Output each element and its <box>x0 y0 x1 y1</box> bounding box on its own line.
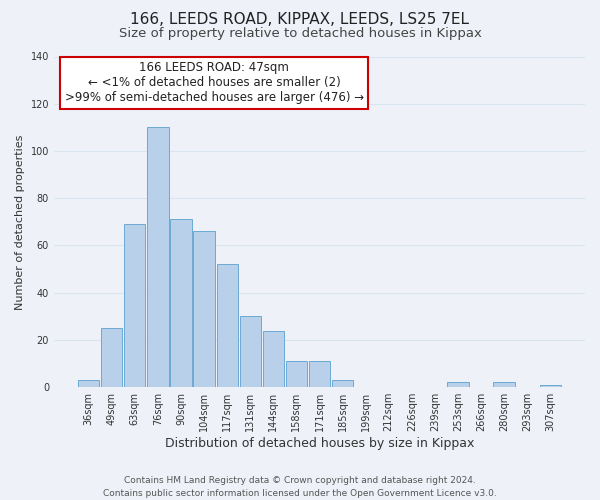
Bar <box>286 361 307 387</box>
Bar <box>147 128 169 387</box>
Bar <box>124 224 145 387</box>
Bar <box>239 316 261 387</box>
Bar <box>217 264 238 387</box>
Text: 166, LEEDS ROAD, KIPPAX, LEEDS, LS25 7EL: 166, LEEDS ROAD, KIPPAX, LEEDS, LS25 7EL <box>131 12 470 28</box>
Bar <box>448 382 469 387</box>
Bar <box>539 385 561 387</box>
Text: 166 LEEDS ROAD: 47sqm
← <1% of detached houses are smaller (2)
>99% of semi-deta: 166 LEEDS ROAD: 47sqm ← <1% of detached … <box>65 62 364 104</box>
Bar <box>170 220 191 387</box>
Bar <box>78 380 99 387</box>
X-axis label: Distribution of detached houses by size in Kippax: Distribution of detached houses by size … <box>165 437 474 450</box>
Bar <box>193 232 215 387</box>
Y-axis label: Number of detached properties: Number of detached properties <box>15 134 25 310</box>
Bar <box>309 361 330 387</box>
Bar <box>493 382 515 387</box>
Bar <box>332 380 353 387</box>
Text: Size of property relative to detached houses in Kippax: Size of property relative to detached ho… <box>119 28 481 40</box>
Text: Contains HM Land Registry data © Crown copyright and database right 2024.
Contai: Contains HM Land Registry data © Crown c… <box>103 476 497 498</box>
Bar <box>101 328 122 387</box>
Bar <box>263 330 284 387</box>
